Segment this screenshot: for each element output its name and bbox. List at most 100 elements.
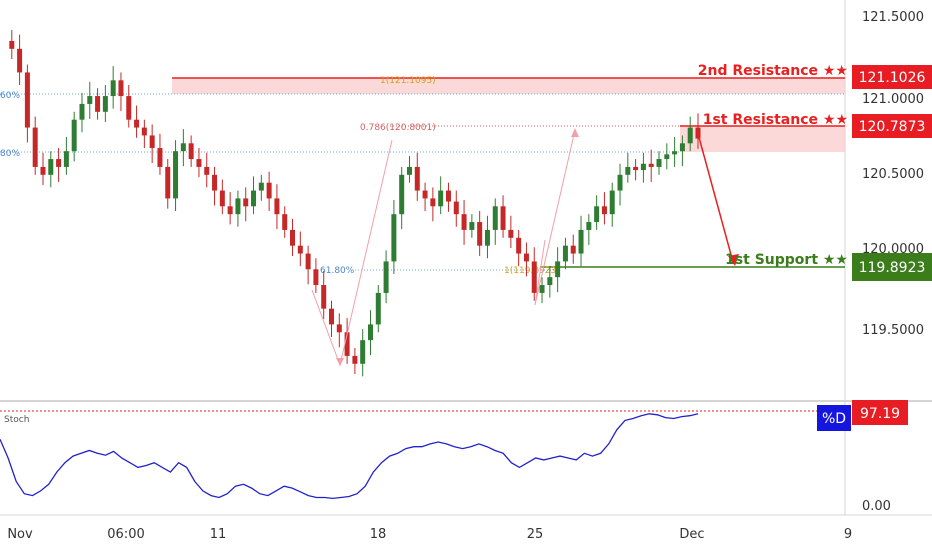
y-tick-1215: 121.5000 xyxy=(862,10,924,25)
stoch-d-line xyxy=(0,413,699,500)
candle-body xyxy=(500,206,506,230)
candle-body xyxy=(188,143,194,160)
candle-body xyxy=(212,174,218,191)
candle-body xyxy=(79,103,85,120)
candle-body xyxy=(679,143,685,152)
candle-body xyxy=(110,80,116,97)
target-arrow-line xyxy=(696,129,734,263)
resistance-zone-1 xyxy=(680,126,845,152)
first-support-label: 1st Support ★★ xyxy=(725,252,848,268)
candle-body xyxy=(165,166,171,199)
candle-body xyxy=(17,48,23,73)
y-tick-1205: 120.5000 xyxy=(862,167,924,182)
y-tick-1210: 121.0000 xyxy=(862,92,924,107)
candle-body xyxy=(687,127,693,144)
stoch-value-badge xyxy=(852,400,908,425)
candle-body xyxy=(352,355,358,364)
candle-body xyxy=(9,40,15,49)
fib-label-786: 0.786(120.8001) xyxy=(360,123,436,133)
candle-body xyxy=(672,151,678,155)
target-arrow-head xyxy=(728,254,739,266)
bounce-arrow-1-head xyxy=(336,358,344,366)
candle-body xyxy=(297,245,303,254)
candle-body xyxy=(282,214,288,230)
candle-body xyxy=(219,190,225,207)
projection-arrows xyxy=(311,128,739,367)
candle-body xyxy=(492,206,498,230)
x-tick-9: 9 xyxy=(844,527,852,542)
fib-label-618: 61.80% xyxy=(320,266,355,276)
fib-label-left-lower: 80% xyxy=(0,149,20,159)
candle-body xyxy=(562,245,568,262)
candle-body xyxy=(258,182,264,191)
candle-body xyxy=(555,261,561,278)
candle-body xyxy=(508,229,514,238)
candle-body xyxy=(570,245,576,254)
stoch-title: Stoch xyxy=(4,415,29,425)
fib-label-1-upper: 1(121.1095) xyxy=(380,76,436,86)
candle-body xyxy=(266,182,272,199)
candle-body xyxy=(118,80,124,97)
candle-body xyxy=(173,151,179,199)
x-tick-0600: 06:00 xyxy=(107,527,144,542)
candle-body xyxy=(227,206,233,215)
candle-body xyxy=(48,159,54,175)
candle-body xyxy=(251,190,257,207)
candle-body xyxy=(290,229,296,246)
candle-body xyxy=(414,166,420,191)
first-support-badge xyxy=(852,253,932,281)
resistance-zone-2 xyxy=(172,78,845,94)
candle-body xyxy=(617,174,623,191)
candle-body xyxy=(149,135,155,149)
candle-body xyxy=(422,190,428,199)
candle-body xyxy=(516,237,522,254)
candle-body xyxy=(609,190,615,215)
candle-body xyxy=(102,96,108,112)
candle-body xyxy=(235,198,241,215)
candle-body xyxy=(243,198,249,207)
candle-body xyxy=(204,166,210,175)
second-resistance-label: 2nd Resistance ★★ xyxy=(698,63,848,79)
candle-body xyxy=(157,148,163,167)
candle-body xyxy=(134,119,140,128)
candle-body xyxy=(406,166,412,175)
candle-body xyxy=(329,308,335,325)
time-axis: Nov 06:00 11 18 25 Dec 9 xyxy=(7,527,852,542)
candle-body xyxy=(274,198,280,215)
candle-body xyxy=(360,340,366,364)
candle-body xyxy=(594,206,600,223)
candles-group xyxy=(9,29,701,377)
candle-body xyxy=(32,127,38,167)
candle-body xyxy=(344,332,350,356)
candle-body xyxy=(547,277,553,286)
candle-body xyxy=(56,159,62,167)
candle-body xyxy=(63,151,69,167)
candle-body xyxy=(383,261,389,293)
candle-body xyxy=(586,222,592,230)
candle-body xyxy=(531,261,537,293)
candle-body xyxy=(453,201,459,215)
x-tick-nov: Nov xyxy=(7,527,33,542)
candle-body xyxy=(180,143,186,152)
x-tick-11: 11 xyxy=(210,527,227,542)
second-resistance-badge-value: 121.1026 xyxy=(859,70,926,86)
candle-body xyxy=(126,96,132,120)
x-tick-dec: Dec xyxy=(679,527,704,542)
candle-body xyxy=(24,72,30,128)
candle-body xyxy=(469,222,475,230)
candle-body xyxy=(40,166,46,175)
candle-body xyxy=(71,119,77,152)
candle-body xyxy=(578,229,584,254)
candle-body xyxy=(477,222,483,246)
stoch-value-badge-text: 97.19 xyxy=(860,406,900,422)
candle-body xyxy=(445,190,451,202)
second-resistance-badge xyxy=(852,65,932,89)
candle-body xyxy=(539,285,545,293)
x-tick-18: 18 xyxy=(370,527,387,542)
candle-body xyxy=(430,198,436,207)
stoch-d-badge-text: %D xyxy=(822,411,846,427)
candle-body xyxy=(196,159,202,167)
candle-body xyxy=(367,324,373,341)
candle-body xyxy=(461,214,467,230)
